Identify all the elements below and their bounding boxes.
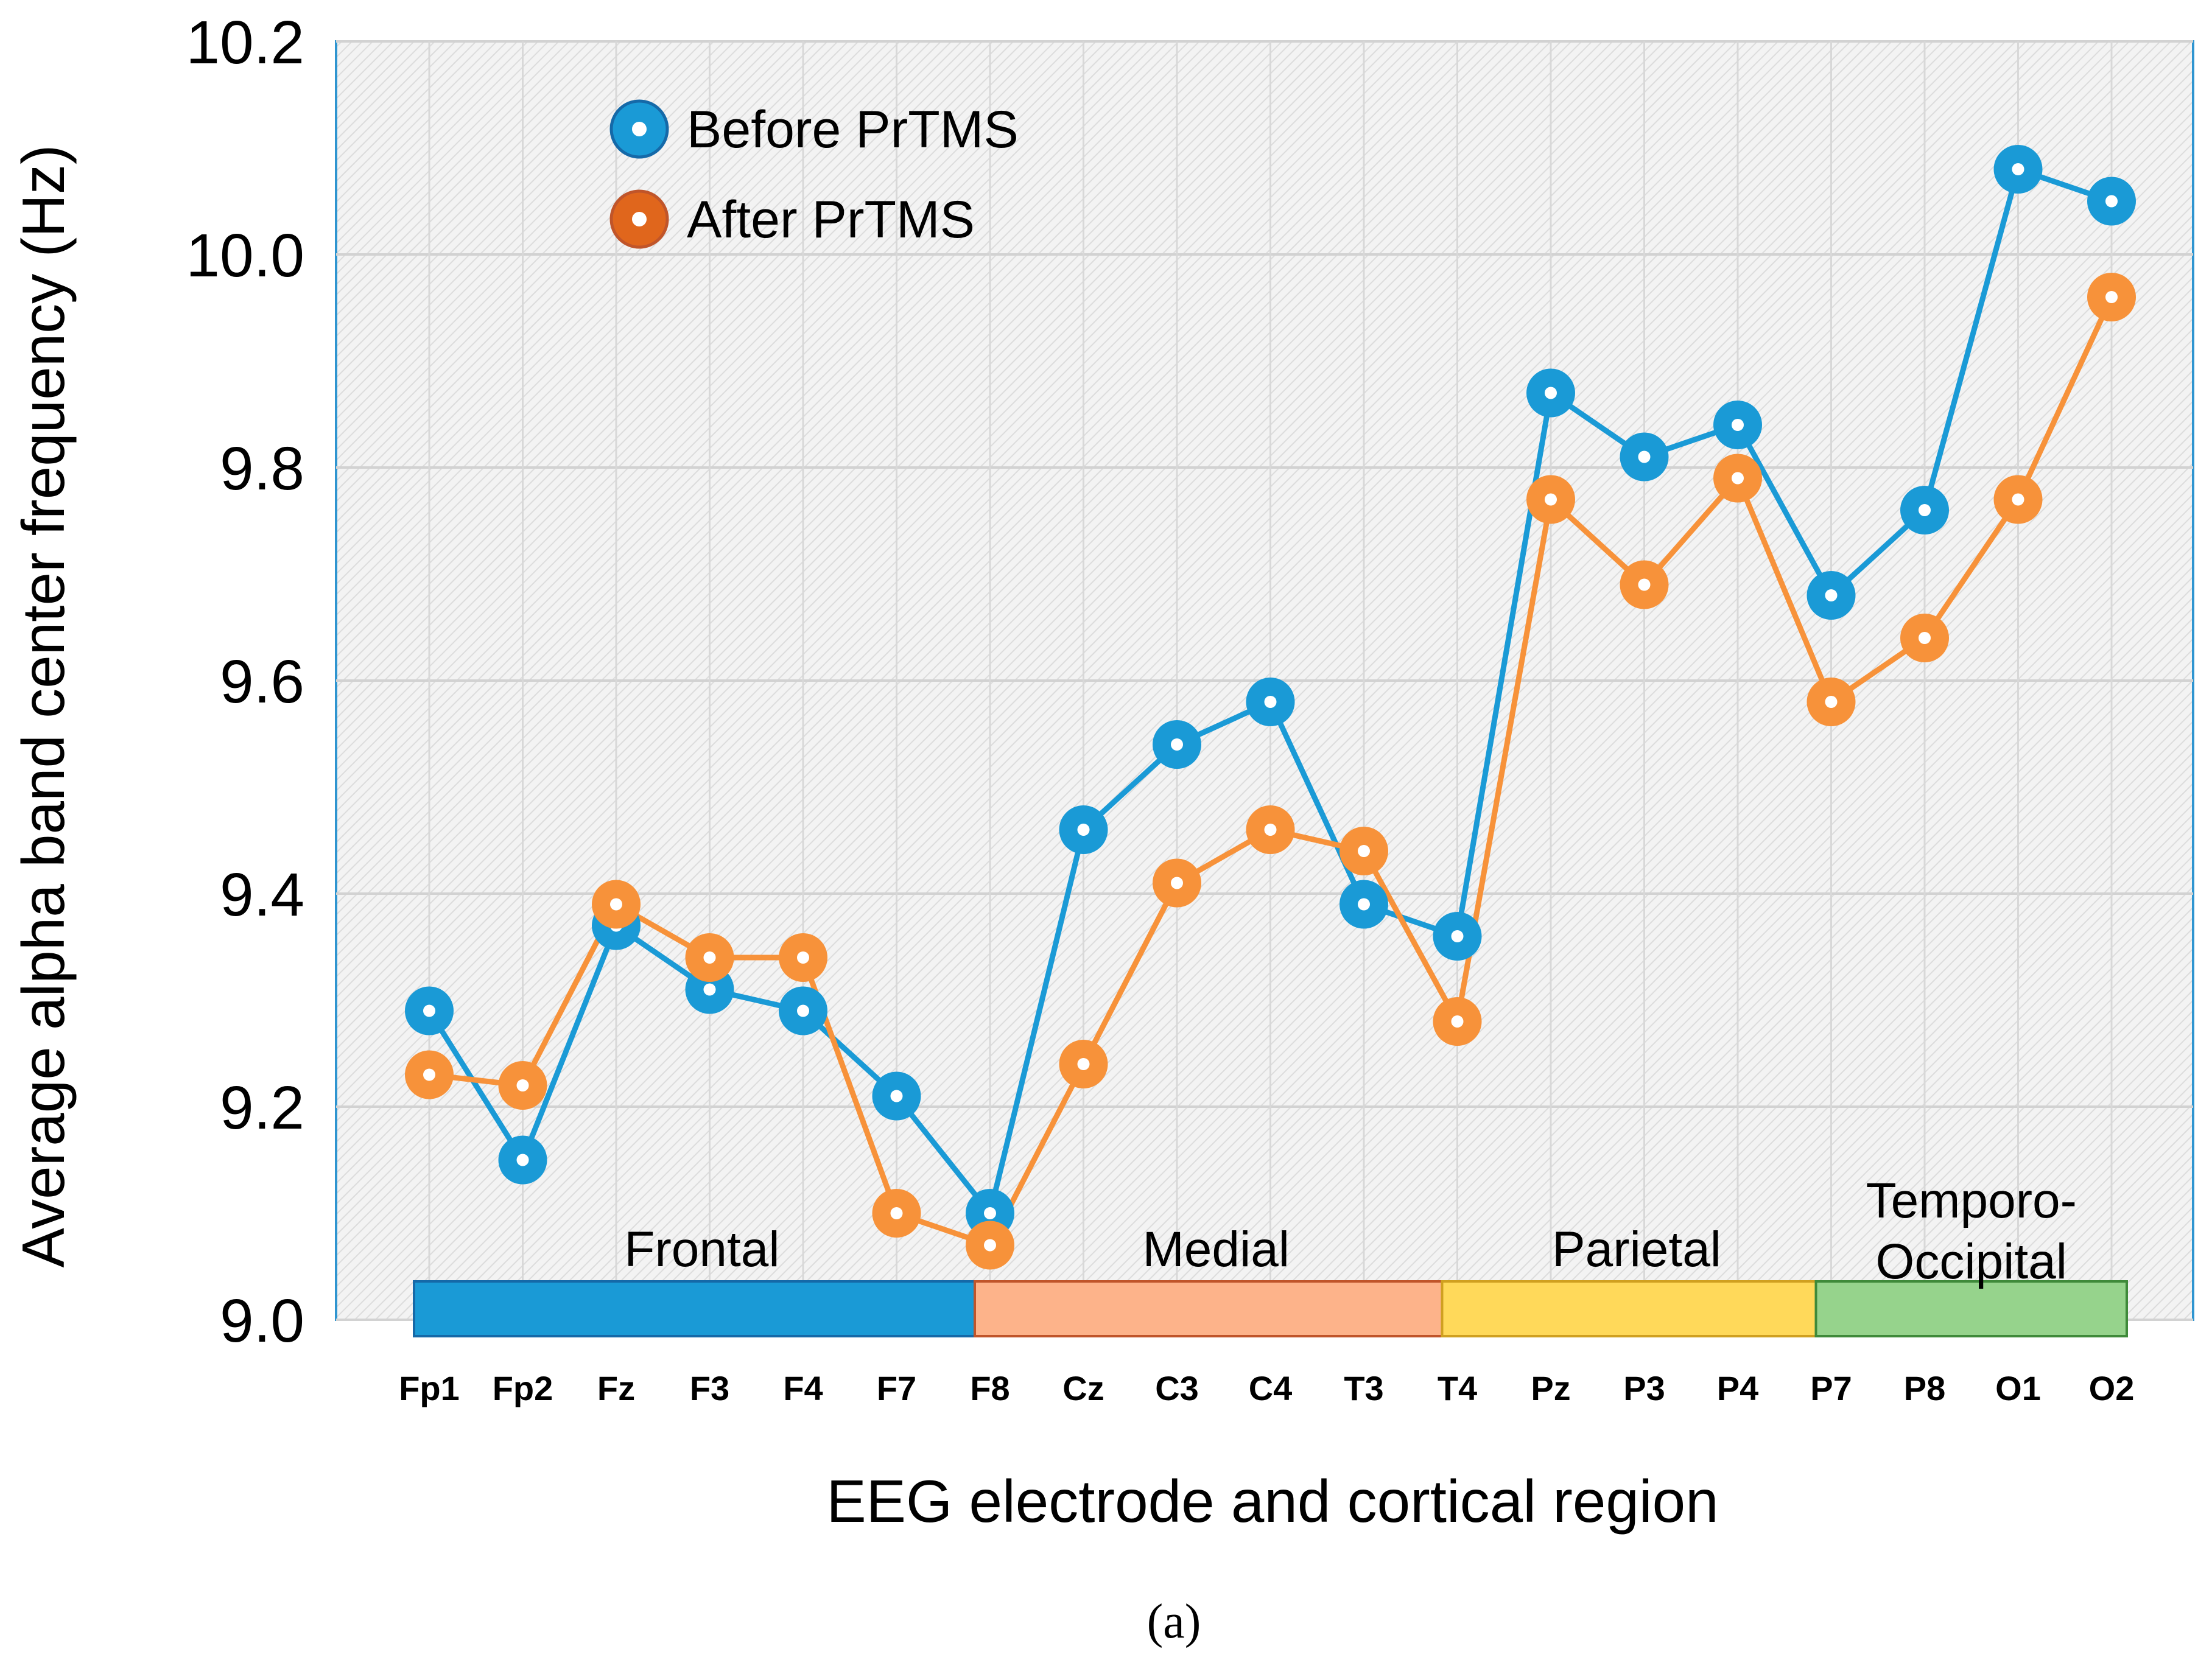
y-tick-label: 9.8 xyxy=(220,435,304,503)
region-label: Frontal xyxy=(624,1222,779,1277)
data-point-center xyxy=(2105,291,2118,303)
data-point-center xyxy=(1732,419,1744,431)
data-point-center xyxy=(1825,696,1838,708)
x-tick-label: Fz xyxy=(597,1369,635,1407)
legend: Before PrTMS After PrTMS xyxy=(609,99,1019,249)
y-tick-label: 9.0 xyxy=(220,1287,304,1355)
data-point-center xyxy=(984,1239,996,1252)
data-point-center xyxy=(1732,472,1744,485)
data-point-center xyxy=(1451,930,1464,942)
legend-label: Before PrTMS xyxy=(687,100,1019,159)
data-point-center xyxy=(1264,696,1277,708)
data-point-center xyxy=(1919,632,1931,644)
data-point-center xyxy=(1077,824,1090,836)
data-point-center xyxy=(1545,493,1557,506)
data-point-center xyxy=(890,1207,903,1219)
data-point-center xyxy=(2012,493,2024,506)
x-tick-label: T3 xyxy=(1344,1369,1383,1407)
x-tick-label: P4 xyxy=(1717,1369,1759,1407)
data-point-center xyxy=(797,1004,809,1017)
data-point-center xyxy=(797,951,809,964)
data-point-center xyxy=(1919,504,1931,516)
data-point-center xyxy=(516,1154,529,1166)
x-tick-label: P3 xyxy=(1623,1369,1665,1407)
x-tick-label: F8 xyxy=(970,1369,1009,1407)
region-bar xyxy=(1441,1280,1833,1337)
x-tick-label: Fp1 xyxy=(399,1369,460,1407)
data-point-center xyxy=(516,1079,529,1091)
region-bar xyxy=(413,1280,991,1337)
data-point-center xyxy=(1171,738,1183,751)
region-bar xyxy=(974,1280,1459,1337)
x-tick-label: F7 xyxy=(877,1369,916,1407)
y-tick-label: 9.6 xyxy=(220,648,304,716)
x-tick-label: C4 xyxy=(1249,1369,1293,1407)
region-bar xyxy=(1814,1280,2128,1337)
legend-marker-center xyxy=(632,212,647,226)
data-point-center xyxy=(610,898,622,911)
data-point-center xyxy=(1077,1058,1090,1070)
data-point-center xyxy=(1638,450,1651,463)
data-point-center xyxy=(703,951,716,964)
data-point-center xyxy=(1358,845,1370,857)
x-tick-label: O1 xyxy=(1995,1369,2041,1407)
y-tick-label: 9.4 xyxy=(220,861,304,929)
x-tick-label: Cz xyxy=(1062,1369,1104,1407)
data-point-center xyxy=(1171,877,1183,889)
region-label-line: Occipital xyxy=(1876,1234,2067,1289)
y-tick-label: 10.2 xyxy=(186,9,304,77)
x-tick-label: P8 xyxy=(1904,1369,1946,1407)
region-label-line: Temporo- xyxy=(1866,1173,2077,1228)
data-series xyxy=(405,145,2136,1270)
data-point-center xyxy=(423,1004,435,1017)
data-point-center xyxy=(984,1207,996,1219)
x-axis: Fp1 Fp2 Fz F3 F4 F7 F8 Cz C3 C4 T3 T4 Pz P3 P4 P7 P8 O1 O2 xyxy=(399,1369,2134,1407)
data-point-center xyxy=(1825,589,1838,601)
legend-marker-center xyxy=(632,122,647,136)
data-point-center xyxy=(2105,195,2118,208)
data-point-center xyxy=(1638,578,1651,591)
x-tick-label: F4 xyxy=(783,1369,823,1407)
x-tick-label: F3 xyxy=(690,1369,729,1407)
region-label: Temporo- Occipital xyxy=(1866,1173,2077,1289)
x-tick-label: C3 xyxy=(1155,1369,1199,1407)
region-label: Medial xyxy=(1142,1222,1290,1277)
x-tick-label: O2 xyxy=(2089,1369,2135,1407)
legend-label: After PrTMS xyxy=(687,191,975,249)
data-point-center xyxy=(703,983,716,996)
data-point-center xyxy=(1451,1015,1464,1028)
x-tick-label: Fp2 xyxy=(493,1369,553,1407)
y-tick-label: 9.2 xyxy=(220,1074,304,1142)
y-axis-title: Average alpha band center frequency (Hz) xyxy=(10,145,77,1268)
x-axis-title: EEG electrode and cortical region xyxy=(826,1468,1718,1535)
region-label: Parietal xyxy=(1552,1222,1721,1277)
x-tick-label: T4 xyxy=(1438,1369,1477,1407)
x-tick-label: P7 xyxy=(1810,1369,1852,1407)
data-point-center xyxy=(1264,824,1277,836)
y-tick-label: 10.0 xyxy=(186,222,304,290)
data-point-center xyxy=(1358,898,1370,911)
data-point-center xyxy=(890,1090,903,1102)
data-point-center xyxy=(1545,387,1557,399)
figure-caption: (a) xyxy=(1147,1595,1201,1648)
y-axis: 9.0 9.2 9.4 9.6 9.8 10.0 10.2 xyxy=(186,9,304,1355)
data-point-center xyxy=(2012,163,2024,175)
cortical-region-bars: Frontal Medial Parietal Temporo- Occipital xyxy=(413,1173,2128,1337)
data-point-center xyxy=(423,1068,435,1081)
x-tick-label: Pz xyxy=(1531,1369,1570,1407)
